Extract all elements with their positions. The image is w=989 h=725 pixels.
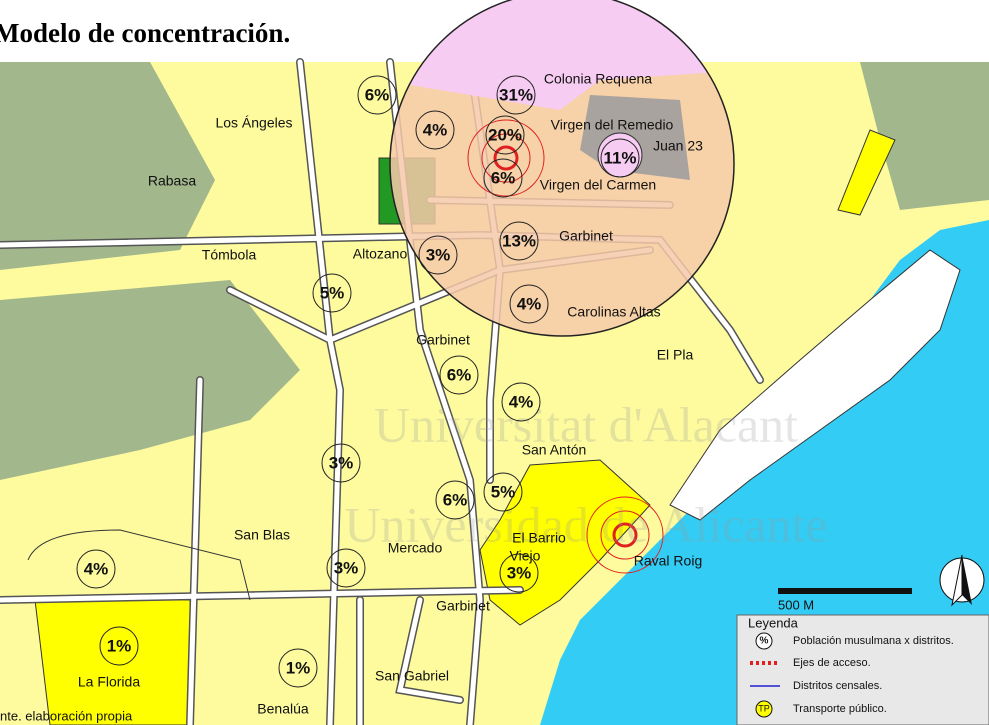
legend-item: Población musulmana x distritos. — [793, 635, 954, 647]
percentage-label: 5% — [320, 283, 345, 302]
district-label: Virgen del Remedio — [551, 117, 674, 133]
percentage-circle — [278, 648, 318, 688]
percentage-circle — [600, 138, 640, 178]
district-label: San Gabriel — [375, 668, 449, 684]
percentage-circle — [76, 549, 116, 589]
percentage-circle — [439, 355, 479, 395]
district-label: San Blas — [234, 527, 290, 543]
percentage-label: 11% — [603, 148, 636, 167]
district-label: Tómbola — [202, 247, 257, 263]
percentage-circle — [418, 235, 458, 275]
district-label: Viejo — [510, 548, 541, 564]
percentage-circle — [509, 284, 549, 324]
scale-label: 500 M — [778, 597, 814, 612]
district-label: Virgen del Carmen — [540, 177, 656, 193]
percentage-circle — [321, 443, 361, 483]
district-label: Juan 23 — [653, 138, 703, 154]
percentage-circle — [326, 548, 366, 588]
district-label: El Barrio — [512, 530, 566, 546]
legend-icon: TP — [758, 703, 770, 713]
percentage-circle — [415, 110, 455, 150]
percentages: 6% 31% 4% 20% 11% 6% 13% 3% 5% 4% 6% 4% 3% 6% 5% 4% 3% 3%… — [76, 75, 640, 688]
watermark-text: Universitat d'Alacant — [374, 396, 798, 452]
district-label: Carolinas Altas — [567, 304, 660, 320]
green-area — [0, 280, 300, 480]
percentage-circle — [483, 472, 523, 512]
percentage-label: 3% — [507, 563, 532, 582]
percentage-circle — [501, 382, 541, 422]
legend-icon: % — [760, 636, 769, 647]
percentage-label: 4% — [84, 559, 109, 578]
district-label: Colonia Requena — [544, 71, 652, 87]
port — [669, 249, 961, 521]
percentage-circle — [496, 75, 536, 115]
district-label: Raval Roig — [634, 553, 702, 569]
percentage-label: 6% — [443, 490, 468, 509]
district-label: Mercado — [388, 540, 443, 556]
district-labels: Colonia Requena Virgen del Remedio Juan 23… — [78, 71, 703, 717]
percentage-label: 13% — [502, 231, 536, 250]
percentage-circle — [485, 115, 525, 155]
percentage-circle — [312, 273, 352, 313]
green-area — [860, 62, 989, 210]
legend-item: Ejes de acceso. — [793, 657, 871, 669]
district-label: La Florida — [78, 674, 140, 690]
percentage-label: 31% — [499, 85, 533, 104]
percentage-circle — [357, 75, 397, 115]
percentage-label: 4% — [423, 120, 448, 139]
title: Modelo de concentración. — [0, 18, 290, 48]
percentage-circle — [483, 158, 523, 198]
district-border — [27, 529, 251, 601]
watermark-text: Universidad de Alicante — [344, 496, 827, 552]
source: nte. elaboración propia — [0, 708, 133, 723]
percentage-label: 3% — [334, 558, 359, 577]
mosque-rings — [467, 119, 664, 574]
district-label: Rabasa — [148, 173, 196, 189]
district-label: Los Ángeles — [215, 115, 292, 131]
percentage-circle — [435, 480, 475, 520]
legend-item: Distritos censales. — [793, 680, 882, 692]
percentage-circle — [499, 221, 539, 261]
district-label: Benalúa — [257, 701, 309, 717]
roads — [0, 58, 764, 725]
district-label: Garbinet — [416, 332, 470, 348]
percentage-label: 6% — [365, 85, 390, 104]
percentage-label: 5% — [491, 482, 516, 501]
concentration-circle — [389, 0, 735, 337]
legend-title: Leyenda — [748, 615, 799, 630]
percentage-label: 4% — [509, 392, 534, 411]
legend: Leyenda % TP Población musulmana x distr… — [736, 614, 989, 725]
percentage-circle — [99, 626, 139, 666]
percentage-label: 3% — [329, 453, 354, 472]
district-highlight — [837, 129, 896, 216]
district-highlight — [34, 599, 191, 725]
percentage-label: 6% — [491, 168, 516, 187]
scale-bar: 500 M — [778, 554, 985, 612]
district-label: San Antón — [522, 442, 587, 458]
green-area — [0, 62, 215, 270]
percentage-label: 1% — [286, 658, 311, 677]
percentage-label: 6% — [447, 365, 472, 384]
percentage-label: 20% — [488, 125, 522, 144]
percentage-circle — [499, 553, 539, 593]
district-label: Garbinet — [559, 228, 613, 244]
district-label: Garbinet — [436, 598, 490, 614]
watermark: Universitat d'Alacant Universidad de Alic… — [344, 396, 827, 552]
district-label: Altozano — [353, 246, 408, 262]
legend-item: Transporte público. — [793, 703, 887, 715]
percentage-label: 4% — [517, 294, 542, 313]
percentage-label: 1% — [107, 636, 132, 655]
percentage-label: 3% — [426, 245, 451, 264]
district-label: El Pla — [657, 347, 694, 363]
